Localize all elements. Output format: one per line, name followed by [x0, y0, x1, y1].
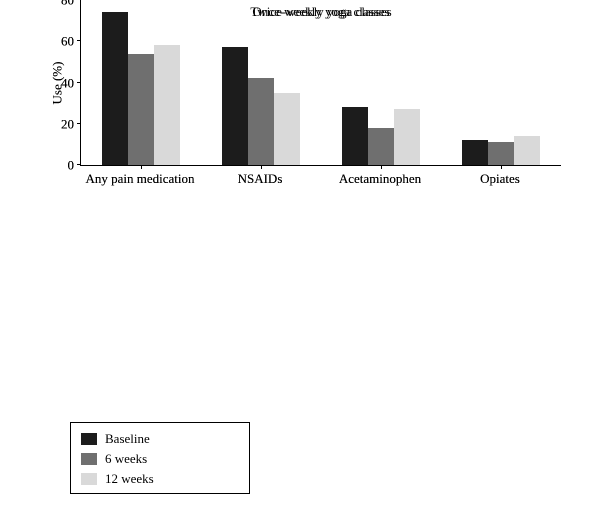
panel-twice-weekly: Twice-weekly yoga classes Use (%) 020406…: [80, 0, 560, 165]
bar: [222, 50, 248, 166]
y-tick-label: 0: [68, 159, 81, 172]
legend-swatch: [81, 453, 97, 465]
bar: [342, 111, 368, 165]
bar: [154, 45, 180, 165]
legend-swatch: [81, 473, 97, 485]
x-tick-label: NSAIDs: [238, 165, 283, 187]
bar: [102, 12, 128, 165]
bar: [368, 130, 394, 165]
bar: [514, 136, 540, 165]
legend-swatch: [81, 433, 97, 445]
y-tick-label: 40: [61, 76, 80, 89]
bar: [274, 103, 300, 165]
legend-item: 12 weeks: [81, 469, 239, 489]
y-tick-label: 80: [61, 0, 80, 7]
plot-area: Twice-weekly yoga classes: [80, 0, 561, 166]
bar: [128, 60, 154, 165]
x-tick-label: Opiates: [480, 165, 520, 187]
figure: Once-weekly yoga classes Use (%) 0204060…: [0, 0, 600, 512]
legend-item: 6 weeks: [81, 449, 239, 469]
bar: [462, 142, 488, 165]
legend-label: 12 weeks: [105, 471, 154, 487]
y-tick-label: 60: [61, 35, 80, 48]
legend-item: Baseline: [81, 429, 239, 449]
y-tick-label: 20: [61, 117, 80, 130]
x-tick-label: Any pain medication: [85, 165, 194, 187]
bar: [248, 107, 274, 165]
bar: [488, 144, 514, 165]
legend: Baseline 6 weeks 12 weeks: [70, 422, 250, 494]
legend-label: 6 weeks: [105, 451, 147, 467]
panel-title: Twice-weekly yoga classes: [250, 4, 391, 20]
bar: [394, 109, 420, 165]
x-tick-label: Acetaminophen: [339, 165, 421, 187]
legend-label: Baseline: [105, 431, 150, 447]
